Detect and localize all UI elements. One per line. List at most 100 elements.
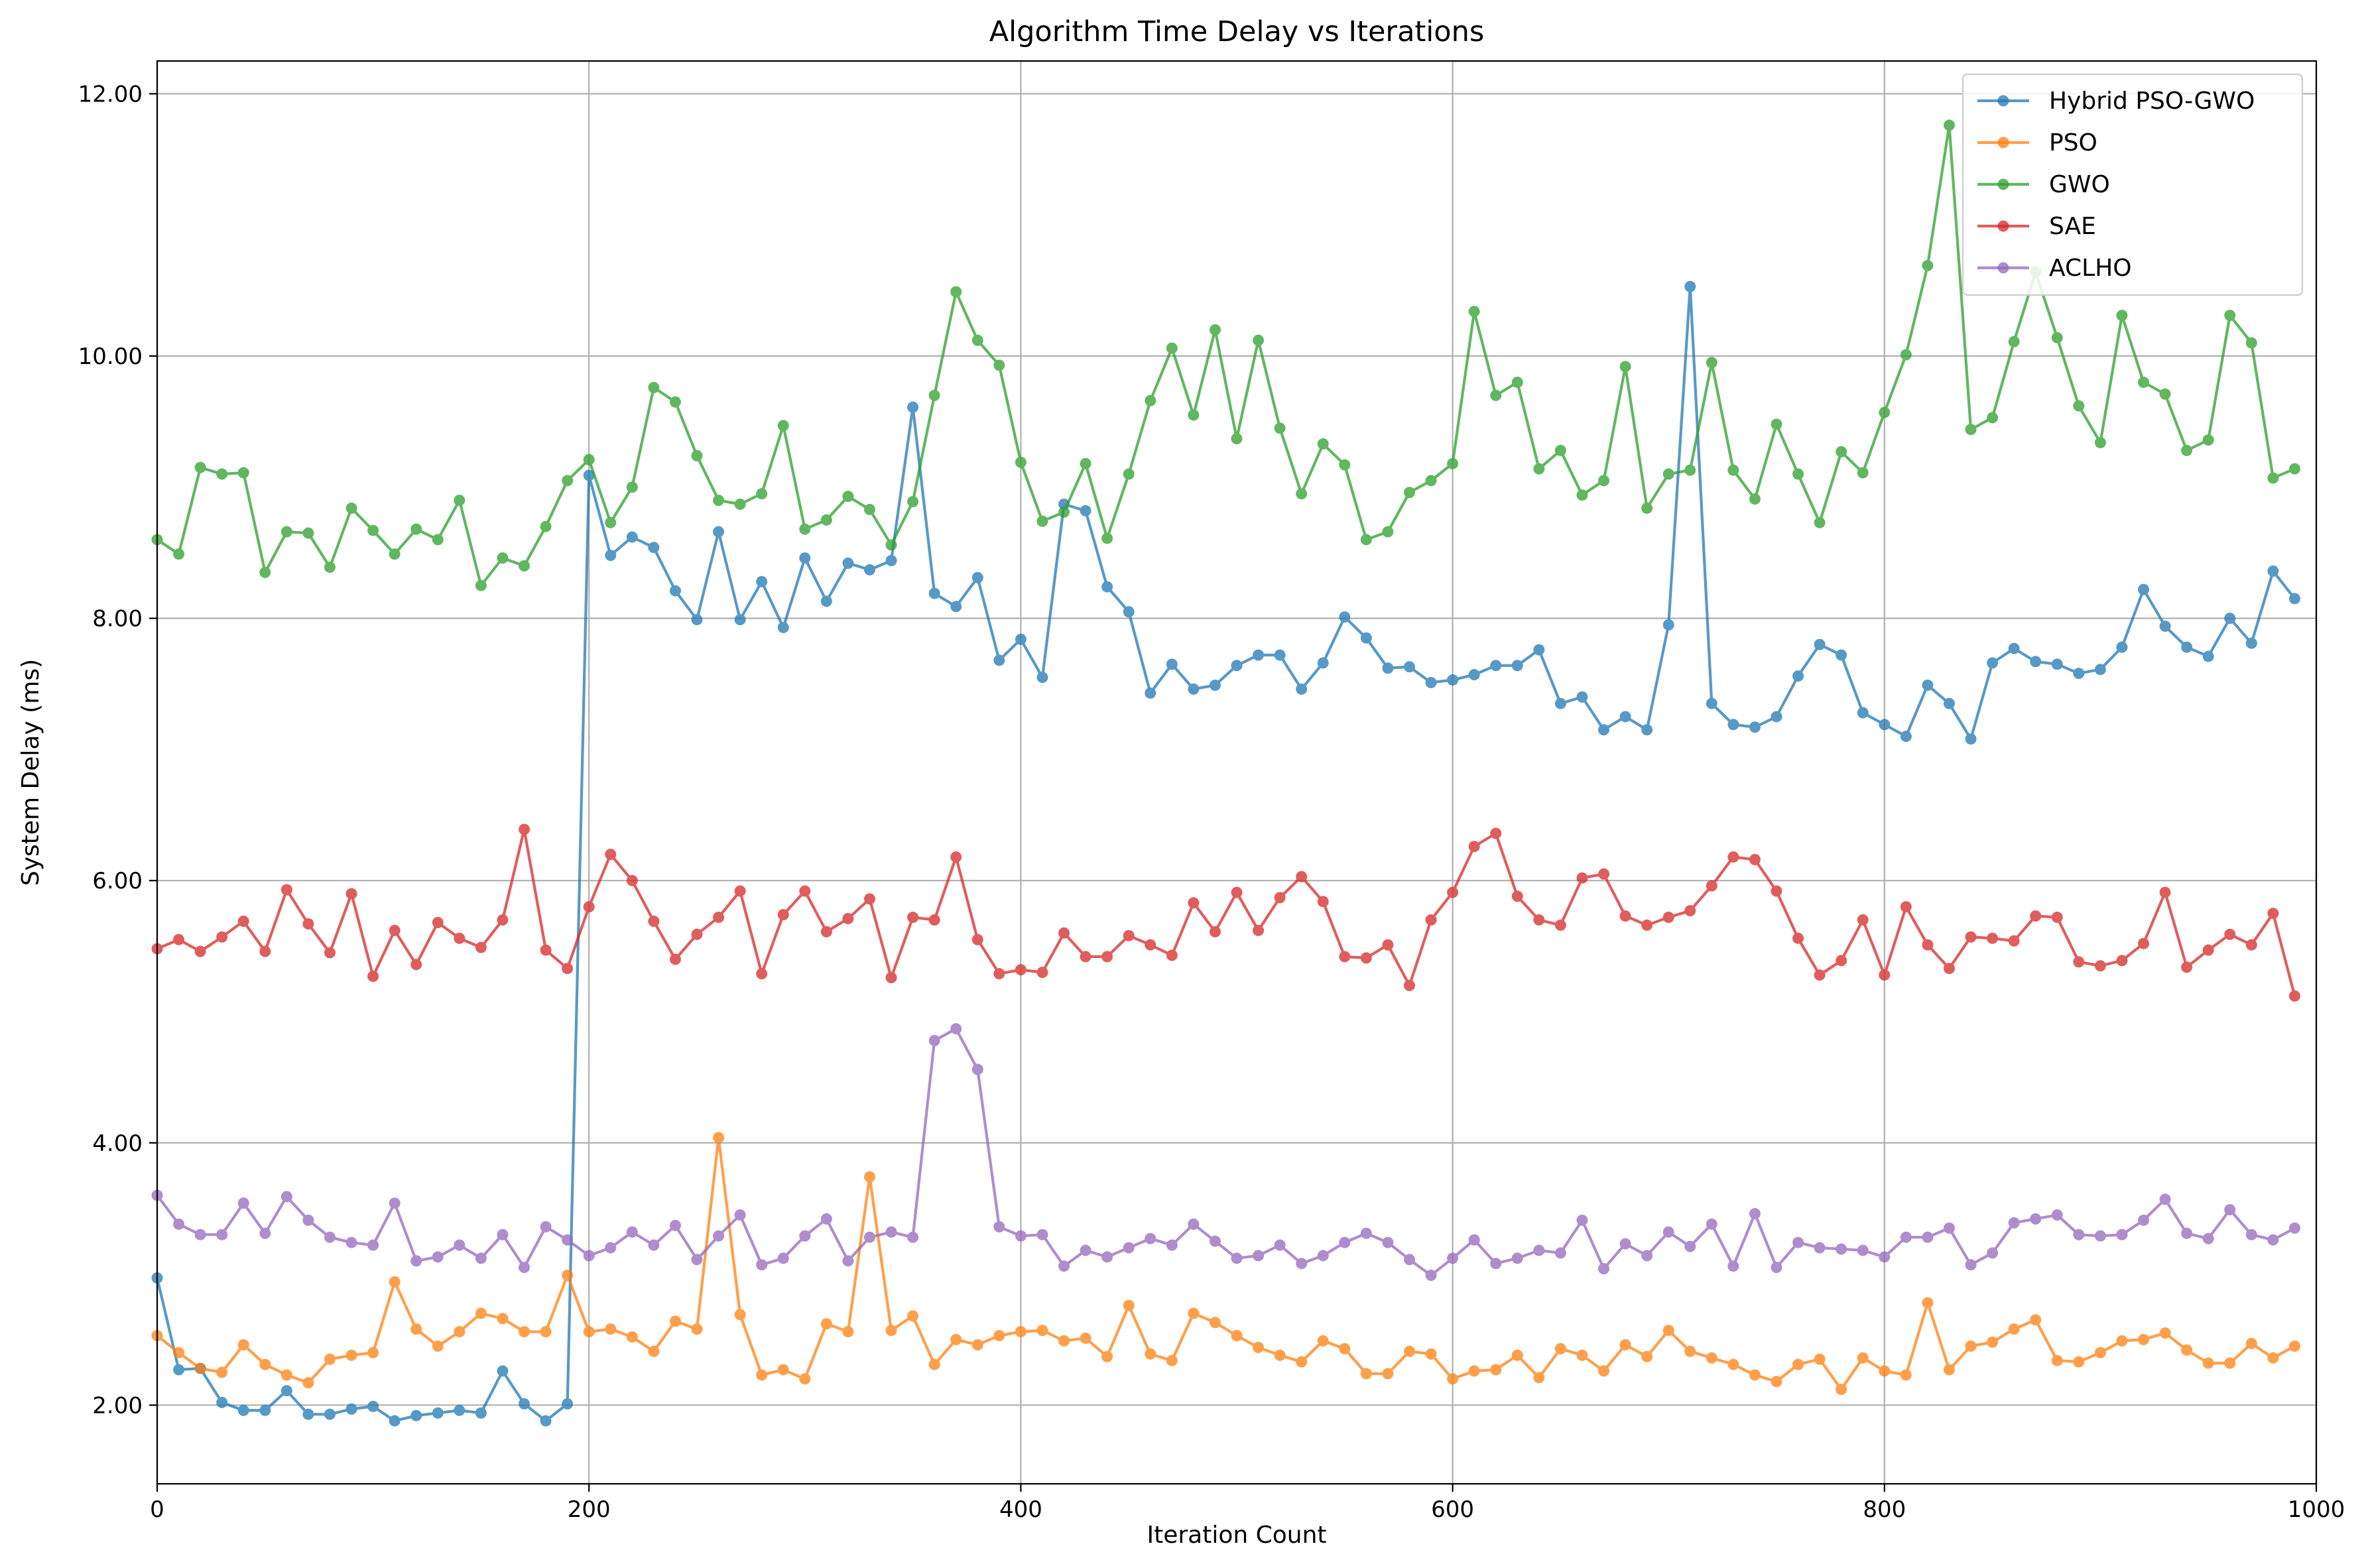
data-point-sae	[1058, 927, 1070, 939]
data-point-gwo	[1166, 342, 1178, 354]
data-point-sae	[1943, 963, 1955, 975]
data-point-aclho	[648, 1239, 660, 1251]
data-point-pso	[237, 1339, 249, 1351]
data-point-sae	[1188, 897, 1200, 909]
legend-swatch-marker	[1997, 137, 2009, 149]
data-point-sae	[907, 912, 919, 924]
data-point-sae	[2051, 912, 2063, 924]
data-point-aclho	[1080, 1244, 1091, 1256]
data-point-gwo	[2224, 310, 2236, 322]
data-point-pso	[1036, 1325, 1048, 1337]
legend-swatch-marker	[1997, 178, 2009, 190]
data-point-pso	[950, 1333, 962, 1345]
data-point-hybrid-pso-gwo	[1425, 677, 1437, 689]
data-point-gwo	[820, 514, 832, 526]
data-point-hybrid-pso-gwo	[173, 1364, 185, 1376]
data-point-sae	[756, 968, 768, 980]
data-point-sae	[2073, 956, 2085, 968]
data-point-hybrid-pso-gwo	[324, 1408, 336, 1420]
data-point-aclho	[367, 1239, 379, 1251]
data-point-gwo	[1771, 418, 1782, 430]
data-point-hybrid-pso-gwo	[1836, 649, 1847, 661]
data-point-pso	[928, 1358, 940, 1370]
data-point-hybrid-pso-gwo	[1641, 724, 1653, 736]
legend-box	[1962, 73, 2304, 296]
data-point-hybrid-pso-gwo	[216, 1396, 228, 1408]
data-point-aclho	[863, 1231, 875, 1243]
legend-item: Hybrid PSO-GWO	[1977, 88, 2255, 115]
data-point-pso	[713, 1132, 725, 1144]
data-point-aclho	[1274, 1239, 1286, 1251]
data-point-aclho	[259, 1227, 271, 1239]
data-point-gwo	[2267, 472, 2279, 484]
data-point-sae	[885, 972, 897, 984]
data-point-sae	[1296, 871, 1308, 882]
data-point-hybrid-pso-gwo	[562, 1398, 574, 1410]
data-point-hybrid-pso-gwo	[1447, 674, 1459, 686]
data-point-sae	[950, 851, 962, 863]
data-point-gwo	[410, 523, 422, 535]
data-point-sae	[1253, 924, 1265, 936]
data-point-hybrid-pso-gwo	[1965, 733, 1977, 745]
data-point-aclho	[993, 1221, 1005, 1233]
data-point-hybrid-pso-gwo	[971, 572, 983, 583]
data-point-hybrid-pso-gwo	[2288, 593, 2300, 605]
data-point-pso	[1468, 1365, 1480, 1377]
y-axis-label: System Delay (ms)	[17, 659, 44, 886]
data-point-gwo	[345, 502, 357, 514]
data-point-pso	[324, 1353, 336, 1365]
data-point-pso	[691, 1323, 703, 1335]
y-tick-label: 10.00	[78, 343, 143, 370]
data-point-gwo	[1684, 464, 1696, 476]
data-point-aclho	[562, 1234, 574, 1246]
data-point-gwo	[1706, 357, 1717, 369]
data-point-aclho	[950, 1023, 962, 1035]
data-point-aclho	[583, 1250, 595, 1262]
data-point-gwo	[216, 468, 228, 480]
data-point-sae	[842, 913, 854, 925]
data-point-gwo	[1425, 475, 1437, 487]
data-point-aclho	[389, 1197, 401, 1209]
data-point-gwo	[1253, 334, 1265, 346]
data-point-pso	[626, 1331, 638, 1343]
legend-label: PSO	[2049, 129, 2097, 156]
legend-label: SAE	[2049, 213, 2096, 240]
data-point-hybrid-pso-gwo	[1619, 711, 1631, 723]
data-point-sae	[993, 968, 1005, 980]
data-point-sae	[713, 912, 725, 924]
data-point-pso	[648, 1345, 660, 1357]
data-point-hybrid-pso-gwo	[2138, 583, 2150, 595]
data-point-aclho	[626, 1226, 638, 1238]
data-point-hybrid-pso-gwo	[1231, 660, 1243, 672]
data-point-pso	[259, 1358, 271, 1370]
data-point-sae	[2181, 961, 2193, 973]
data-point-sae	[1317, 896, 1329, 908]
data-point-gwo	[1836, 446, 1847, 457]
data-point-sae	[1922, 939, 1934, 951]
data-point-gwo	[1339, 459, 1351, 471]
data-point-pso	[885, 1325, 897, 1337]
data-point-sae	[669, 953, 681, 965]
data-point-aclho	[2288, 1222, 2300, 1234]
data-point-pso	[1231, 1329, 1243, 1341]
data-point-sae	[777, 909, 789, 921]
data-point-sae	[1166, 949, 1178, 961]
data-point-sae	[1533, 914, 1545, 926]
data-point-sae	[1511, 890, 1523, 902]
data-point-pso	[1900, 1369, 1912, 1381]
data-point-sae	[237, 915, 249, 927]
data-point-aclho	[2116, 1229, 2128, 1240]
data-point-hybrid-pso-gwo	[1598, 724, 1610, 736]
y-tick-label: 6.00	[92, 868, 143, 894]
data-point-aclho	[1447, 1252, 1459, 1264]
data-point-sae	[2245, 939, 2257, 951]
data-point-pso	[432, 1340, 444, 1352]
data-point-pso	[1943, 1364, 1955, 1376]
data-point-gwo	[1576, 489, 1588, 501]
data-point-hybrid-pso-gwo	[540, 1415, 552, 1427]
data-point-aclho	[1857, 1244, 1869, 1256]
data-point-gwo	[2245, 337, 2257, 349]
data-point-pso	[971, 1339, 983, 1351]
data-point-pso	[1836, 1384, 1847, 1396]
